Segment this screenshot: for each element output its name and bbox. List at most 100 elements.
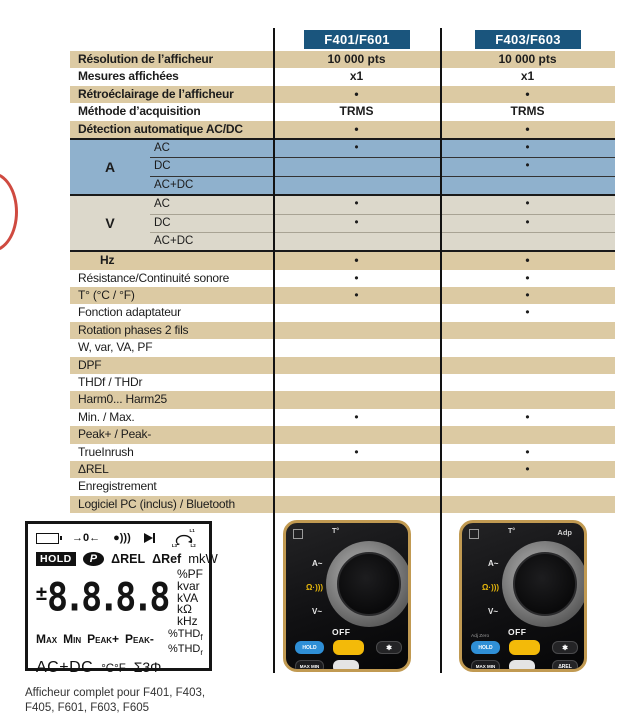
cell-value: x1 <box>520 69 535 84</box>
table-row: Fonction adaptateur • <box>70 304 615 322</box>
maxmin-button: MAX MIN <box>295 660 324 669</box>
product-photo-f403-f603: T° Adp A~ Ω·))) V~ OFF Adj Zero HOLD ✱ M… <box>459 520 587 672</box>
dial-ohm-label: Ω·))) <box>482 583 500 592</box>
table-row: TrueInrush • • <box>70 443 615 461</box>
subrow-label: AC <box>154 141 170 154</box>
cell-value <box>440 496 615 513</box>
table-subrow: AC • • <box>150 140 615 157</box>
group-subrows: AC • • DC • AC+DC <box>150 140 615 194</box>
row-label: Min. / Max. <box>78 409 135 424</box>
seven-segment-digits: 8.8.8.8 <box>46 575 170 621</box>
measure-group-v: V AC • • DC • • AC+DC <box>70 194 615 253</box>
cell-value: • <box>354 121 359 136</box>
lcd-unit-label: %PF <box>176 567 203 581</box>
row-label: W, var, VA, PF <box>78 340 153 355</box>
table-subrow: AC+DC <box>150 175 615 194</box>
rotary-dial <box>326 541 408 627</box>
cell-value: • <box>525 253 530 268</box>
cell-value <box>273 357 440 374</box>
row-label: T° (°C / °F) <box>78 288 135 303</box>
row-label: ΔREL <box>78 461 109 476</box>
phase-l3-label: L3 <box>171 543 178 548</box>
cell-value: 10 000 pts <box>498 52 557 66</box>
row-label: Rotation phases 2 fils <box>78 322 189 337</box>
dial-volts-label: V~ <box>312 607 323 616</box>
cell-value: • <box>525 216 530 229</box>
p-indicator: P <box>82 551 105 566</box>
row-label: Harm0... Harm25 <box>78 392 168 407</box>
dial-off-label: OFF <box>508 627 527 637</box>
cell-value: • <box>525 86 530 101</box>
column-header-f401-f601: F401/F601 <box>304 30 410 49</box>
lcd-state-row: HOLD P ΔREL ΔRef mkW <box>36 549 218 568</box>
cell-value <box>440 177 615 194</box>
cell-value: • <box>525 121 530 136</box>
cell-value <box>273 478 440 495</box>
continuity-beeper-icon: ●))) <box>113 532 131 544</box>
thd-indicators: %THDf %THDr <box>167 627 203 658</box>
dial-temp-label: T° <box>508 528 516 535</box>
subrow-label: AC+DC <box>154 178 194 191</box>
table-rows: Résolution de l’afficheur 10 000 pts 10 00… <box>70 51 615 514</box>
hold-button: HOLD <box>471 641 500 654</box>
table-subrow: AC+DC <box>150 231 615 250</box>
dial-temp-label: T° <box>332 528 340 535</box>
table-subrow: AC • • <box>150 196 615 213</box>
row-label: Peak+ / Peak- <box>78 427 152 442</box>
star-button: ✱ <box>376 641 402 654</box>
minmax-word: Min <box>63 631 82 646</box>
lcd-unit-label: kHz <box>176 614 198 629</box>
backlight-yellow-button <box>333 640 364 655</box>
select-button <box>509 660 535 669</box>
cell-value <box>440 339 615 356</box>
table-row: Rotation phases 2 fils <box>70 321 615 340</box>
thdr-label: %THDr <box>167 642 203 657</box>
subrow-label: DC <box>154 216 171 229</box>
cell-value: • <box>525 444 530 459</box>
table-row: ΔREL • <box>70 460 615 479</box>
minmax-word: Peak- <box>125 631 154 646</box>
lcd-caption: Afficheur complet pour F401, F403, F405,… <box>25 687 206 714</box>
group-subrows: AC • • DC • • AC+DC <box>150 196 615 250</box>
lcd-icon-row: →0← ●))) L1 L2 L3 <box>36 528 203 548</box>
cell-value <box>440 233 615 250</box>
table-row: W, var, VA, PF <box>70 339 615 357</box>
group-label: V <box>105 215 115 232</box>
column-header-f403-f603: F403/F603 <box>475 30 581 49</box>
cell-value <box>440 374 615 391</box>
star-button: ✱ <box>552 641 578 654</box>
subrow-label: AC+DC <box>154 234 194 247</box>
lcd-unit-label: kvar <box>176 578 200 593</box>
cell-value: • <box>525 141 530 154</box>
mkw-unit-label: mkW <box>188 551 218 566</box>
table-row: Détection automatique AC/DC • • <box>70 120 615 138</box>
cell-value: • <box>525 160 530 173</box>
delta-rel-indicator: ΔREL <box>111 551 146 566</box>
page-red-circle-fragment <box>0 172 18 252</box>
cell-value <box>273 391 440 408</box>
table-row: Hz • • <box>70 252 615 270</box>
diode-icon <box>143 533 160 543</box>
cell-value <box>273 426 440 443</box>
backlight-yellow-button <box>509 640 540 655</box>
dial-amps-label: A~ <box>488 559 499 568</box>
delta-ref-indicator: ΔRef <box>152 551 182 566</box>
thdf-label: %THDf <box>167 627 203 643</box>
cell-value: • <box>525 198 530 211</box>
subrow-label: AC <box>154 198 170 211</box>
lcd-digit-area: ± 8.8.8.8 %PF kvar kVA kΩ kHz <box>36 568 203 628</box>
cell-value: • <box>525 288 530 303</box>
row-label: TrueInrush <box>78 444 134 459</box>
table-row: THDf / THDr <box>70 374 615 392</box>
lcd-unit-label: kΩ <box>176 602 192 617</box>
cell-value: TRMS <box>339 104 374 119</box>
plus-minus-indicator: ± <box>36 583 47 605</box>
cell-value <box>273 233 440 250</box>
subrow-label: DC <box>154 160 171 173</box>
table-row: Harm0... Harm25 <box>70 391 615 409</box>
hold-button: HOLD <box>295 641 324 654</box>
cell-value: • <box>354 198 359 211</box>
cell-value <box>273 304 440 321</box>
cell-value <box>440 322 615 339</box>
dial-off-label: OFF <box>332 627 351 637</box>
